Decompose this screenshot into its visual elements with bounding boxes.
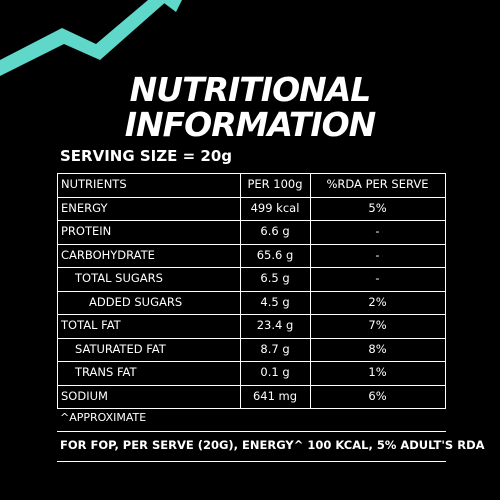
cell-value: 8% — [368, 341, 387, 356]
cell-value: 0.1 g — [260, 365, 290, 379]
row-label: NUTRIENTS — [61, 177, 127, 191]
cell-value: 6% — [368, 388, 387, 403]
row-border — [57, 243, 446, 245]
cell-value: 8.7 g — [260, 341, 290, 356]
lightning-shape — [0, 0, 168, 76]
cell-value: 65.6 g — [256, 247, 294, 262]
row-border — [57, 361, 446, 362]
row-label: SATURATED FAT — [75, 341, 166, 356]
row-border — [57, 408, 446, 409]
row-border — [57, 314, 446, 315]
serving-size: SERVING SIZE = 20g — [60, 147, 233, 165]
cell-value: %RDA PER SERVE — [326, 177, 429, 191]
cell-value: - — [375, 224, 380, 238]
cell-value: 23.4 g — [256, 318, 294, 332]
cell-value: 5% — [368, 200, 387, 215]
row-label: CARBOHYDRATE — [61, 247, 155, 262]
row-label: ADDED SUGARS — [89, 294, 183, 309]
row-label: TRANS FAT — [75, 365, 137, 379]
column-border — [57, 173, 58, 408]
note: ^APPROXIMATE — [60, 411, 147, 424]
cell-value: 2% — [368, 294, 387, 309]
cell-value: 6.5 g — [260, 271, 290, 285]
cell-value: - — [375, 271, 380, 285]
row-label: TOTAL SUGARS — [75, 271, 163, 285]
divider — [57, 461, 446, 462]
row-border — [57, 196, 446, 198]
cell-value: 1% — [368, 365, 387, 379]
cell-value: 7% — [368, 318, 387, 332]
row-label: ENERGY — [61, 200, 108, 215]
divider — [57, 431, 446, 432]
cell-value: 641 mg — [252, 388, 298, 403]
column-border — [445, 173, 446, 408]
cell-value: 4.5 g — [260, 294, 290, 309]
row-border — [57, 384, 446, 386]
cell-value: PER 100g — [247, 177, 303, 191]
row-border — [57, 290, 446, 292]
lightning-shape — [160, 0, 182, 12]
title-line: NUTRITIONAL — [129, 70, 372, 109]
row-border — [57, 220, 446, 221]
footer: FOR FOP, PER SERVE (20G), ENERGY^ 100 KC… — [60, 438, 485, 452]
column-border — [240, 173, 241, 408]
column-border — [310, 173, 311, 408]
cell-value: - — [375, 247, 380, 262]
row-border — [57, 337, 446, 339]
cell-value: 499 kcal — [250, 200, 300, 215]
title-line: INFORMATION — [124, 105, 377, 144]
row-label: TOTAL FAT — [61, 318, 121, 332]
row-label: PROTEIN — [61, 224, 112, 238]
row-label: SODIUM — [61, 388, 108, 403]
row-border — [57, 267, 446, 268]
cell-value: 6.6 g — [260, 224, 290, 238]
row-border — [57, 173, 446, 174]
